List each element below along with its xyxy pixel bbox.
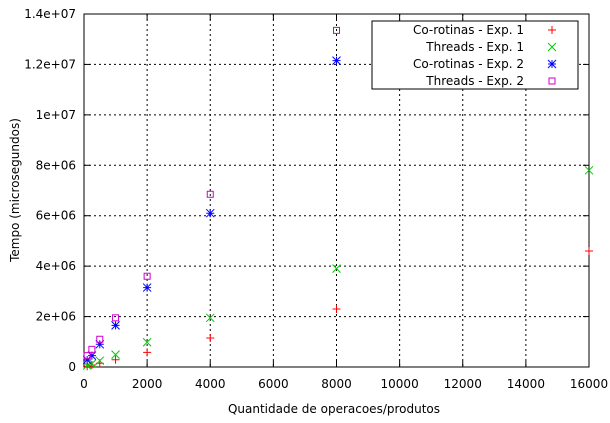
data-point (87, 360, 96, 369)
data-point (87, 359, 97, 369)
data-point (143, 348, 152, 357)
legend: Co-rotinas - Exp. 1 Threads - Exp. 1 Co-ro… (371, 20, 579, 90)
data-point (332, 305, 341, 314)
data-point (111, 321, 120, 330)
data-point (333, 26, 340, 34)
x-tick-label: 12000 (444, 377, 482, 391)
y-tick-label: 0 (68, 360, 76, 374)
y-tick-label: 1e+07 (36, 108, 76, 122)
data-point (142, 283, 152, 292)
data-point (142, 337, 152, 347)
data-point (112, 314, 120, 322)
data-point (206, 334, 215, 343)
data-series (82, 26, 594, 371)
data-point (205, 208, 215, 218)
series-cross (82, 165, 594, 370)
data-point (87, 351, 97, 361)
data-point (95, 356, 105, 366)
data-point (332, 56, 341, 65)
data-point (111, 355, 120, 364)
legend-marker (547, 59, 557, 69)
data-point (88, 345, 96, 353)
data-point (332, 264, 341, 274)
y-tick-label: 8e+06 (36, 158, 76, 172)
legend-marker (548, 26, 556, 34)
x-axis-label: Quantidade de operacoes/produtos (228, 402, 440, 416)
x-tick-label: 4000 (195, 377, 226, 391)
data-point (83, 352, 91, 360)
data-point (585, 247, 593, 256)
data-point (95, 339, 105, 349)
x-tick-label: 6000 (258, 377, 289, 391)
data-point (584, 165, 594, 175)
x-tick-label: 10000 (381, 377, 419, 391)
series-plus (83, 247, 593, 371)
data-point (205, 313, 215, 323)
y-axis-label: Tempo (microsegundos) (8, 118, 22, 263)
legend-label: Co-rotinas - Exp. 2 (413, 57, 524, 71)
legend-label: Threads - Exp. 2 (425, 74, 524, 88)
y-tick-label: 1.2e+07 (24, 57, 76, 71)
data-point (206, 190, 214, 198)
legend-box (371, 20, 579, 90)
y-tick-label: 1.4e+07 (24, 7, 76, 21)
data-point (96, 335, 104, 343)
data-point (111, 350, 120, 359)
axis-ticks: 0 2000 4000 6000 8000 10000 12000 14000 16000 0 2e… (24, 7, 608, 391)
x-tick-label: 14000 (507, 377, 545, 391)
y-tick-label: 6e+06 (36, 209, 76, 223)
series-square (83, 26, 340, 360)
x-tick-label: 8000 (321, 377, 352, 391)
legend-marker (548, 77, 556, 85)
data-point (143, 272, 151, 280)
legend-marker (547, 42, 557, 52)
legend-label: Threads - Exp. 1 (425, 40, 524, 54)
y-tick-label: 2e+06 (36, 310, 76, 324)
y-tick-label: 4e+06 (36, 259, 76, 273)
legend-label: Co-rotinas - Exp. 1 (413, 23, 524, 37)
x-tick-label: 2000 (132, 377, 163, 391)
data-point (82, 355, 92, 365)
x-tick-label: 0 (80, 377, 88, 391)
series-star (82, 56, 341, 365)
x-tick-label: 16000 (570, 377, 608, 391)
